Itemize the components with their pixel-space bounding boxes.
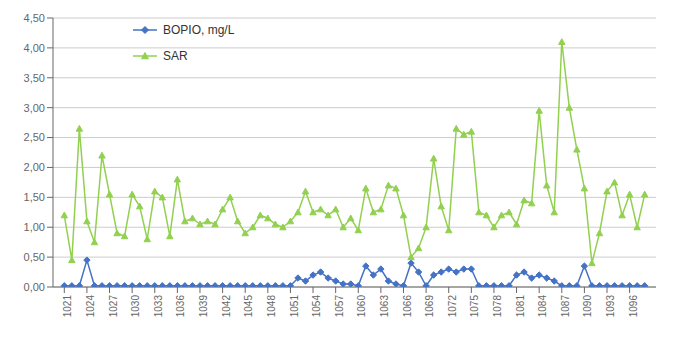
svg-text:3,00: 3,00 [24,102,45,114]
svg-text:1033: 1033 [153,295,164,318]
svg-text:1048: 1048 [266,295,277,318]
svg-text:1024: 1024 [85,295,96,318]
svg-text:1078: 1078 [492,295,503,318]
svg-text:1051: 1051 [289,295,300,318]
svg-text:1054: 1054 [311,295,322,318]
svg-text:1069: 1069 [424,295,435,318]
svg-text:4,50: 4,50 [24,12,45,24]
svg-text:1030: 1030 [130,295,141,318]
svg-text:1063: 1063 [379,295,390,318]
svg-text:1090: 1090 [582,295,593,318]
svg-text:2,00: 2,00 [24,161,45,173]
svg-text:1036: 1036 [175,295,186,318]
svg-text:1,00: 1,00 [24,221,45,233]
svg-text:1066: 1066 [402,295,413,318]
svg-text:1060: 1060 [356,295,367,318]
svg-text:1027: 1027 [108,295,119,318]
svg-text:1042: 1042 [221,295,232,318]
svg-text:4,00: 4,00 [24,42,45,54]
svg-text:0,00: 0,00 [24,281,45,293]
svg-text:1081: 1081 [515,295,526,318]
svg-text:1,50: 1,50 [24,191,45,203]
svg-text:1045: 1045 [243,295,254,318]
svg-text:2,50: 2,50 [24,131,45,143]
svg-text:1087: 1087 [560,295,571,318]
svg-text:1075: 1075 [469,295,480,318]
svg-text:1096: 1096 [628,295,639,318]
html-text:SAR: SAR [163,49,188,63]
svg-text:1093: 1093 [605,295,616,318]
svg-text:1084: 1084 [537,295,548,318]
svg-text:1057: 1057 [334,295,345,318]
svg-text:1072: 1072 [447,295,458,318]
svg-text:0,50: 0,50 [24,251,45,263]
html-text:BOPIO, mg/L: BOPIO, mg/L [163,23,235,37]
svg-text:1039: 1039 [198,295,209,318]
svg-text:3,50: 3,50 [24,72,45,84]
svg-text:1021: 1021 [62,295,73,318]
